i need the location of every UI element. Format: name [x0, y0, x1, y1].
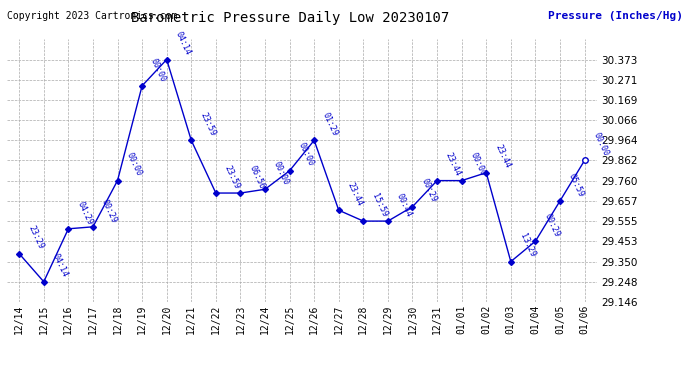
Text: 01:29: 01:29: [321, 111, 340, 138]
Text: 23:59: 23:59: [223, 164, 241, 190]
Text: Pressure (Inches/Hg): Pressure (Inches/Hg): [548, 11, 683, 21]
Text: 00:00: 00:00: [297, 141, 315, 168]
Text: 05:59: 05:59: [567, 172, 586, 198]
Text: Barometric Pressure Daily Low 20230107: Barometric Pressure Daily Low 20230107: [130, 11, 449, 25]
Text: 04:14: 04:14: [174, 30, 193, 57]
Text: 23:44: 23:44: [346, 181, 364, 207]
Text: 00:00: 00:00: [124, 152, 144, 178]
Text: 04:29: 04:29: [75, 200, 94, 226]
Text: 00:00: 00:00: [591, 131, 610, 158]
Text: 15:59: 15:59: [371, 192, 389, 218]
Text: 06:56: 06:56: [248, 164, 266, 190]
Text: 23:29: 23:29: [26, 225, 45, 251]
Text: 23:59: 23:59: [198, 111, 217, 138]
Text: 00:29: 00:29: [420, 177, 438, 204]
Text: Copyright 2023 Cartronics.com: Copyright 2023 Cartronics.com: [7, 11, 177, 21]
Text: 23:44: 23:44: [493, 144, 512, 170]
Text: 00:00: 00:00: [272, 160, 290, 186]
Text: 00:29: 00:29: [100, 198, 119, 224]
Text: 23:44: 23:44: [444, 152, 463, 178]
Text: 00:00: 00:00: [469, 152, 487, 178]
Text: 13:29: 13:29: [518, 232, 537, 259]
Text: 00:29: 00:29: [542, 212, 561, 238]
Text: 00:00: 00:00: [149, 57, 168, 83]
Text: 04:14: 04:14: [51, 252, 70, 279]
Text: 00:44: 00:44: [395, 192, 413, 218]
